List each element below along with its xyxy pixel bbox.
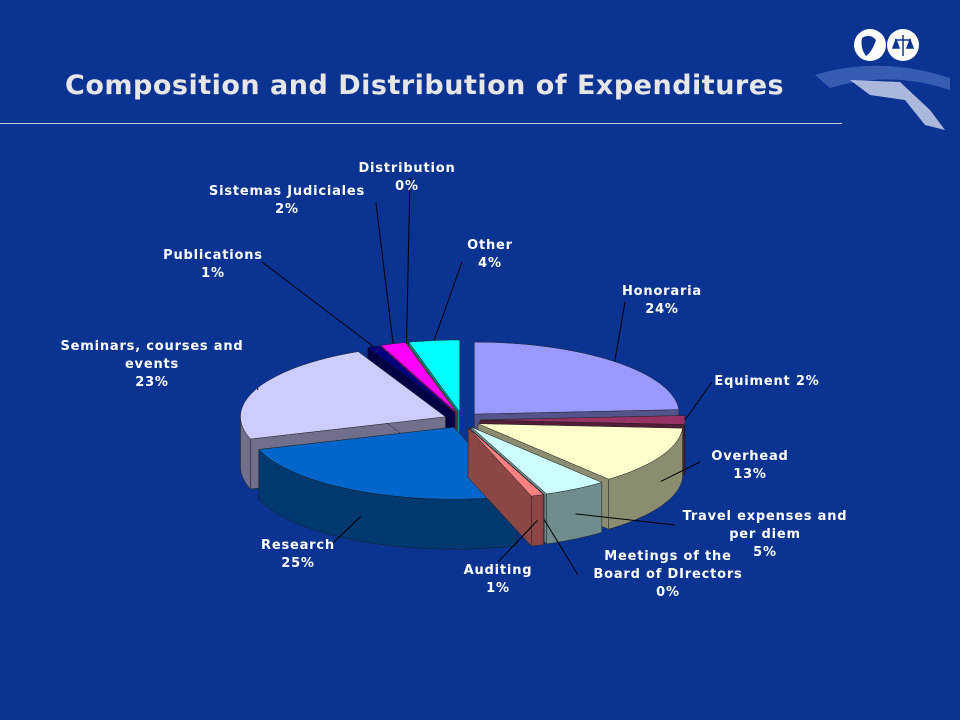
slice-value: 13%	[733, 467, 767, 482]
slice	[408, 339, 460, 413]
slice-label: Meetings of the Board of DIrectors 0%	[578, 548, 758, 602]
slice-value: 1%	[486, 581, 510, 596]
slice-label: Other 4%	[445, 237, 535, 273]
slice-label: Travel expenses and per diem 5%	[675, 508, 855, 562]
slice-value: 25%	[281, 556, 315, 571]
leader-line	[406, 177, 411, 343]
slice-value: 0%	[395, 179, 419, 194]
leader-line	[684, 381, 713, 421]
slice-name: Honoraria	[621, 284, 703, 299]
slice-value: 0%	[656, 585, 680, 600]
slice	[471, 426, 603, 495]
slice	[474, 341, 680, 415]
leader-line	[433, 261, 463, 341]
slice-label: Sistemas Judiciales 2%	[207, 183, 367, 219]
slice-value: 2%	[275, 202, 299, 217]
slice-label: Research 25%	[258, 537, 338, 573]
leader-line	[575, 513, 676, 526]
slice-name: Equiment	[714, 374, 791, 389]
slice	[468, 427, 545, 495]
slice-name: Overhead	[711, 449, 789, 464]
slice	[258, 426, 518, 500]
slice-name: Meetings of the Board of DIrectors	[593, 549, 743, 582]
leader-line	[614, 301, 626, 362]
slice-name: Seminars, courses and events	[60, 339, 244, 372]
leader-line	[329, 516, 362, 547]
logo	[815, 29, 950, 130]
slice-label: Equiment 2%	[712, 373, 822, 391]
leader-line	[497, 520, 538, 563]
slice-label: Overhead 13%	[700, 448, 800, 484]
slice	[366, 345, 456, 413]
slice-name: Auditing	[463, 563, 533, 578]
slice-name: Travel expenses and per diem	[682, 509, 848, 542]
leader-line	[256, 388, 259, 391]
slice-value: 1%	[201, 266, 225, 281]
slice-value: 2%	[795, 374, 820, 389]
slice-label: Honoraria 24%	[602, 283, 722, 319]
slice-name: Sistemas Judiciales	[208, 184, 366, 199]
slice-value: 5%	[753, 545, 777, 560]
slice-value: 4%	[478, 256, 502, 271]
slice-label: Auditing 1%	[458, 562, 538, 598]
leader-line	[543, 519, 579, 576]
leader-line	[261, 261, 374, 347]
slice-wall	[531, 494, 544, 547]
slice-label: Publications 1%	[163, 247, 263, 283]
leader-line	[660, 461, 701, 482]
slice-label: Distribution 0%	[357, 160, 457, 196]
slice-label: Seminars, courses and events 23%	[52, 338, 252, 392]
leader-line	[375, 202, 394, 344]
title-rule	[0, 123, 842, 124]
slice	[477, 423, 683, 480]
slice-name: Distribution	[358, 161, 456, 176]
slice-name: Publications	[163, 248, 263, 263]
slide-title: Composition and Distribution of Expendit…	[65, 70, 785, 101]
slice-name: Research	[261, 538, 335, 553]
slice-name: Other	[467, 238, 513, 253]
slice	[467, 427, 545, 497]
slice-value: 24%	[645, 302, 679, 317]
slice-value: 23%	[135, 375, 169, 390]
